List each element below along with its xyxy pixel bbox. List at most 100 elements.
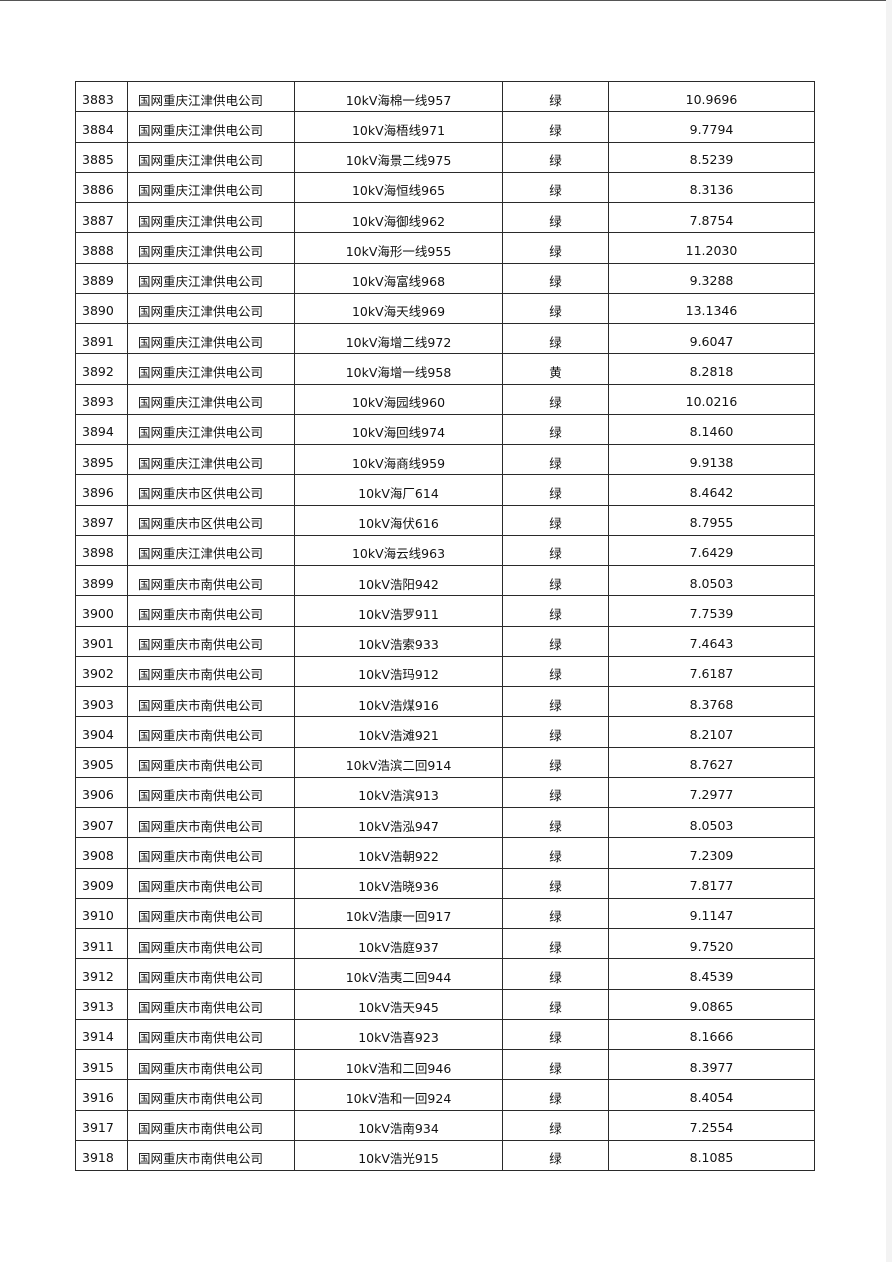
status-cell: 绿 — [502, 292, 609, 325]
company-cell: 国网重庆江津供电公司 — [127, 413, 295, 446]
value-cell: 7.2554 — [608, 1109, 815, 1141]
line-name-cell: 10kV浩滩921 — [294, 716, 503, 748]
company-cell: 国网重庆江津供电公司 — [127, 353, 295, 385]
company-cell: 国网重庆江津供电公司 — [127, 443, 295, 476]
status-cell: 绿 — [502, 897, 609, 930]
line-name-cell: 10kV海景二线975 — [294, 141, 503, 173]
status-cell: 绿 — [502, 1048, 609, 1081]
line-name-cell: 10kV浩天945 — [294, 988, 503, 1020]
status-cell: 绿 — [502, 776, 609, 809]
status-cell: 绿 — [502, 837, 609, 869]
value-cell: 7.4643 — [608, 625, 815, 657]
row-number: 3889 — [75, 262, 128, 294]
company-cell: 国网重庆江津供电公司 — [127, 141, 295, 173]
row-number: 3897 — [75, 504, 128, 536]
table-row: 3893 国网重庆江津供电公司 10kV海园线960 绿 10.0216 — [75, 383, 815, 415]
table-row: 3912 国网重庆市南供电公司 10kV浩夷二回944 绿 8.4539 — [75, 958, 815, 990]
status-cell: 绿 — [502, 746, 609, 778]
line-name-cell: 10kV浩庭937 — [294, 927, 503, 960]
company-cell: 国网重庆市区供电公司 — [127, 504, 295, 536]
table-row: 3914 国网重庆市南供电公司 10kV浩喜923 绿 8.1666 — [75, 1018, 815, 1051]
value-cell: 11.2030 — [608, 232, 815, 264]
value-cell: 7.2309 — [608, 837, 815, 869]
status-cell: 绿 — [502, 806, 609, 839]
value-cell: 7.6187 — [608, 655, 815, 688]
line-name-cell: 10kV海棉一线957 — [294, 80, 503, 113]
value-cell: 8.1085 — [608, 1139, 815, 1172]
table-row: 3900 国网重庆市南供电公司 10kV浩罗911 绿 7.7539 — [75, 595, 815, 627]
status-cell: 绿 — [502, 564, 609, 597]
line-name-cell: 10kV浩光915 — [294, 1139, 503, 1172]
row-number: 3916 — [75, 1079, 128, 1111]
company-cell: 国网重庆市南供电公司 — [127, 806, 295, 839]
table-row: 3902 国网重庆市南供电公司 10kV浩玛912 绿 7.6187 — [75, 655, 815, 688]
row-number: 3905 — [75, 746, 128, 778]
value-cell: 8.4054 — [608, 1079, 815, 1111]
line-name-cell: 10kV浩玛912 — [294, 655, 503, 688]
row-number: 3912 — [75, 958, 128, 990]
table-row: 3896 国网重庆市区供电公司 10kV海厂614 绿 8.4642 — [75, 474, 815, 506]
value-cell: 9.6047 — [608, 322, 815, 355]
status-cell: 绿 — [502, 232, 609, 264]
status-cell: 绿 — [502, 171, 609, 204]
status-cell: 绿 — [502, 716, 609, 748]
row-number: 3886 — [75, 171, 128, 204]
row-number: 3888 — [75, 232, 128, 264]
row-number: 3899 — [75, 564, 128, 597]
line-name-cell: 10kV浩喜923 — [294, 1018, 503, 1051]
value-cell: 9.7520 — [608, 927, 815, 960]
line-name-cell: 10kV海增一线958 — [294, 353, 503, 385]
status-cell: 绿 — [502, 141, 609, 173]
line-name-cell: 10kV海梧线971 — [294, 111, 503, 143]
company-cell: 国网重庆江津供电公司 — [127, 383, 295, 415]
value-cell: 8.4539 — [608, 958, 815, 990]
table-body: 3883 国网重庆江津供电公司 10kV海棉一线957 绿 10.9696 3884 国网重… — [75, 80, 815, 1172]
value-cell: 7.2977 — [608, 776, 815, 809]
row-number: 3895 — [75, 443, 128, 476]
table-row: 3883 国网重庆江津供电公司 10kV海棉一线957 绿 10.9696 — [75, 80, 815, 113]
row-number: 3896 — [75, 474, 128, 506]
value-cell: 8.1666 — [608, 1018, 815, 1051]
company-cell: 国网重庆江津供电公司 — [127, 232, 295, 264]
page-right-edge — [886, 0, 892, 1262]
status-cell: 绿 — [502, 685, 609, 718]
company-cell: 国网重庆市南供电公司 — [127, 776, 295, 809]
table-row: 3913 国网重庆市南供电公司 10kV浩天945 绿 9.0865 — [75, 988, 815, 1020]
table-row: 3903 国网重庆市南供电公司 10kV浩煤916 绿 8.3768 — [75, 685, 815, 718]
status-cell: 绿 — [502, 534, 609, 567]
feeder-table: 3883 国网重庆江津供电公司 10kV海棉一线957 绿 10.9696 3884 国网重… — [75, 80, 815, 1172]
table-row: 3918 国网重庆市南供电公司 10kV浩光915 绿 8.1085 — [75, 1139, 815, 1172]
line-name-cell: 10kV海回线974 — [294, 413, 503, 446]
status-cell: 绿 — [502, 80, 609, 113]
row-number: 3911 — [75, 927, 128, 960]
status-cell: 绿 — [502, 474, 609, 506]
value-cell: 8.1460 — [608, 413, 815, 446]
row-number: 3907 — [75, 806, 128, 839]
company-cell: 国网重庆江津供电公司 — [127, 292, 295, 325]
value-cell: 7.7539 — [608, 595, 815, 627]
row-number: 3906 — [75, 776, 128, 809]
table-row: 3885 国网重庆江津供电公司 10kV海景二线975 绿 8.5239 — [75, 141, 815, 173]
value-cell: 13.1346 — [608, 292, 815, 325]
company-cell: 国网重庆市南供电公司 — [127, 564, 295, 597]
company-cell: 国网重庆市南供电公司 — [127, 837, 295, 869]
page-top-border — [0, 0, 892, 1]
value-cell: 9.3288 — [608, 262, 815, 294]
status-cell: 绿 — [502, 595, 609, 627]
status-cell: 绿 — [502, 1018, 609, 1051]
line-name-cell: 10kV浩泓947 — [294, 806, 503, 839]
line-name-cell: 10kV浩晓936 — [294, 867, 503, 899]
company-cell: 国网重庆市南供电公司 — [127, 685, 295, 718]
table-row: 3888 国网重庆江津供电公司 10kV海形一线955 绿 11.2030 — [75, 232, 815, 264]
row-number: 3913 — [75, 988, 128, 1020]
value-cell: 9.0865 — [608, 988, 815, 1020]
row-number: 3914 — [75, 1018, 128, 1051]
row-number: 3894 — [75, 413, 128, 446]
company-cell: 国网重庆市南供电公司 — [127, 958, 295, 990]
status-cell: 绿 — [502, 958, 609, 990]
row-number: 3884 — [75, 111, 128, 143]
company-cell: 国网重庆市区供电公司 — [127, 474, 295, 506]
row-number: 3891 — [75, 322, 128, 355]
table-row: 3905 国网重庆市南供电公司 10kV浩滨二回914 绿 8.7627 — [75, 746, 815, 778]
line-name-cell: 10kV浩和一回924 — [294, 1079, 503, 1111]
